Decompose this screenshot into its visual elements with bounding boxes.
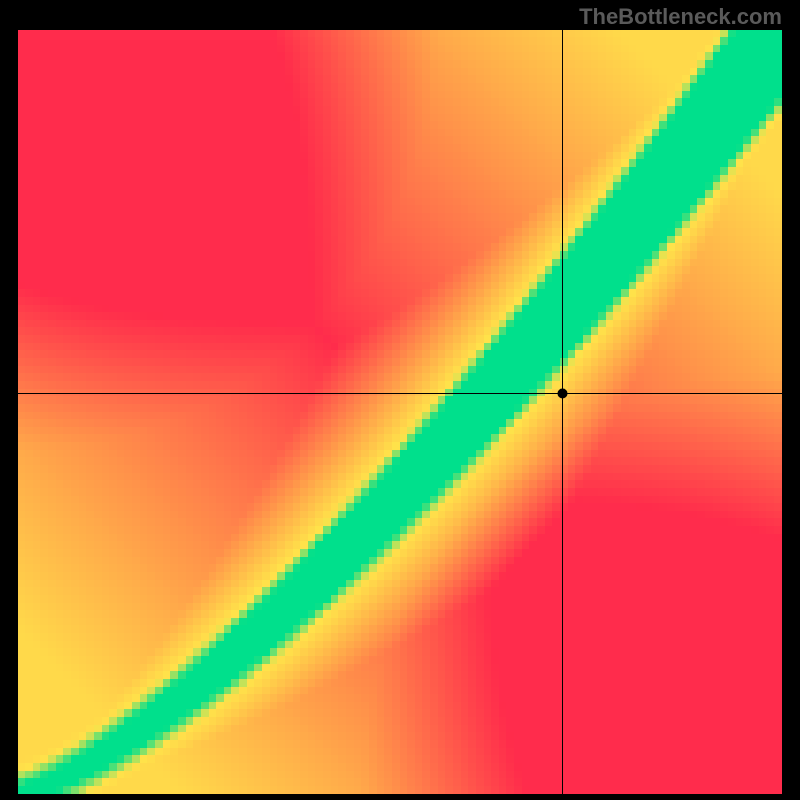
heatmap-canvas (18, 30, 782, 794)
bottleneck-heatmap (18, 30, 782, 794)
watermark-text: TheBottleneck.com (579, 4, 782, 30)
